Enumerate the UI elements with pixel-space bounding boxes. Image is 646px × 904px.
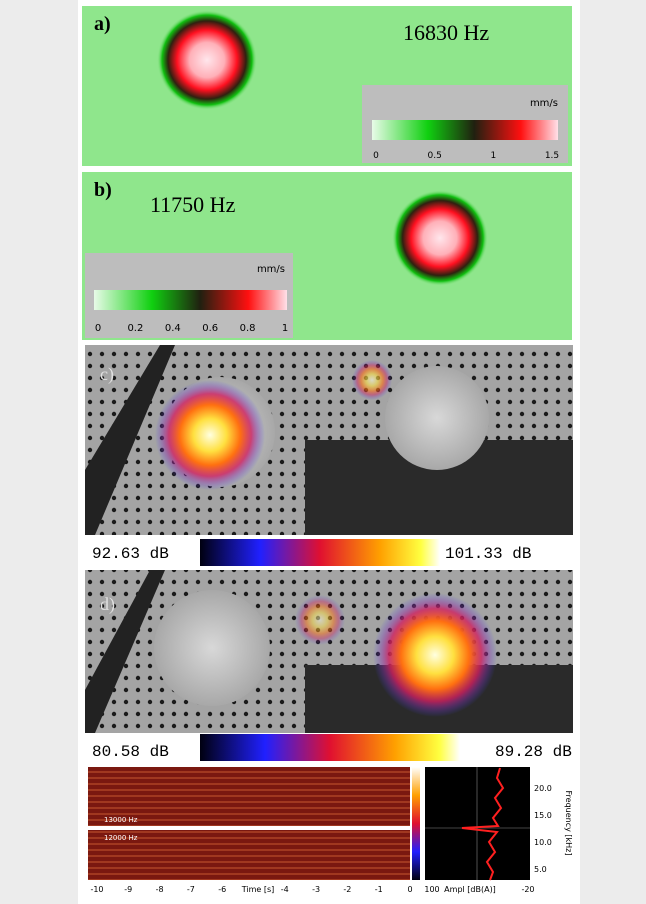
sound-source bbox=[155, 380, 265, 490]
time-tick: -10 bbox=[90, 885, 103, 894]
tone-label: 12000 Hz bbox=[104, 834, 138, 842]
freq-tick: 10.0 bbox=[534, 838, 552, 847]
time-tick: -6 bbox=[218, 885, 226, 894]
colorbar-min: 80.58 dB bbox=[92, 743, 169, 761]
freq-tick: 15.0 bbox=[534, 811, 552, 820]
sound-source bbox=[373, 593, 497, 717]
colorbar-tick: 1 bbox=[282, 323, 288, 334]
colorbar-tick: 0.4 bbox=[165, 323, 181, 334]
colorbar bbox=[372, 120, 558, 140]
freq-tick: 5.0 bbox=[534, 865, 547, 874]
colorbar-min: 92.63 dB bbox=[92, 545, 169, 563]
colorbar-tick: 0 bbox=[95, 323, 101, 334]
sound-spot bbox=[295, 595, 345, 645]
time-tick: -1 bbox=[375, 885, 383, 894]
colorbar bbox=[200, 734, 460, 761]
disc bbox=[154, 590, 270, 706]
tone-line bbox=[88, 826, 410, 830]
time-tick: 0 bbox=[407, 885, 412, 894]
colorbar-tick: 0.5 bbox=[428, 151, 442, 161]
panel-label: b) bbox=[94, 179, 112, 201]
spectrum-panel bbox=[425, 767, 530, 880]
colorbar-tick: 0.8 bbox=[240, 323, 256, 334]
colorbar-tick: 0 bbox=[373, 151, 379, 161]
time-tick: -4 bbox=[281, 885, 289, 894]
colorbar-tick: 0.6 bbox=[202, 323, 218, 334]
sound-spot bbox=[352, 360, 392, 400]
time-tick: -9 bbox=[124, 885, 132, 894]
panel-label: a) bbox=[94, 13, 111, 35]
time-axis-label: Time [s] bbox=[241, 885, 275, 894]
panel-label: d) bbox=[100, 594, 115, 615]
tone-label: 13000 Hz bbox=[104, 816, 138, 824]
spectrum-line bbox=[461, 767, 505, 881]
colorbar-tick: 0.2 bbox=[127, 323, 143, 334]
time-tick: -2 bbox=[343, 885, 351, 894]
freq-tick: 20.0 bbox=[534, 784, 552, 793]
colorbar-ticks: 0 0.2 0.4 0.6 0.8 1 bbox=[95, 323, 288, 334]
colorbar bbox=[412, 767, 420, 880]
cable bbox=[85, 345, 175, 535]
panel-label: c) bbox=[100, 364, 114, 385]
ampl-axis-label: Ampl [dB(A)] bbox=[444, 885, 496, 894]
ampl-tick: -20 bbox=[521, 885, 534, 894]
colorbar-unit: mm/s bbox=[257, 264, 285, 275]
colorbar-max: 89.28 dB bbox=[495, 743, 572, 761]
disc bbox=[385, 366, 489, 470]
frequency-label: 16830 Hz bbox=[403, 20, 489, 45]
hot-spot bbox=[157, 10, 257, 110]
time-tick: -8 bbox=[156, 885, 164, 894]
time-tick: -3 bbox=[312, 885, 320, 894]
axis-ticks: -10 -9 -8 -7 -6 -4 -3 -2 -1 0 100 -2020.015.010.05.… bbox=[90, 784, 551, 894]
colorbar bbox=[94, 290, 287, 310]
colorbar-unit: mm/s bbox=[530, 98, 558, 109]
ampl-tick: 100 bbox=[424, 885, 439, 894]
time-tick: -7 bbox=[187, 885, 195, 894]
colorbar bbox=[200, 539, 440, 566]
freq-axis-label: Frequency [kHz] bbox=[564, 791, 573, 856]
colorbar-tick: 1 bbox=[490, 151, 496, 161]
colorbar-max: 101.33 dB bbox=[445, 545, 531, 563]
colorbar-tick: 1.5 bbox=[545, 151, 559, 161]
cable bbox=[85, 570, 165, 733]
frequency-label: 11750 Hz bbox=[150, 192, 236, 217]
colorbar-ticks: 0 0.5 1 1.5 bbox=[373, 151, 559, 161]
spectrogram bbox=[88, 767, 410, 880]
hot-spot bbox=[392, 190, 488, 286]
